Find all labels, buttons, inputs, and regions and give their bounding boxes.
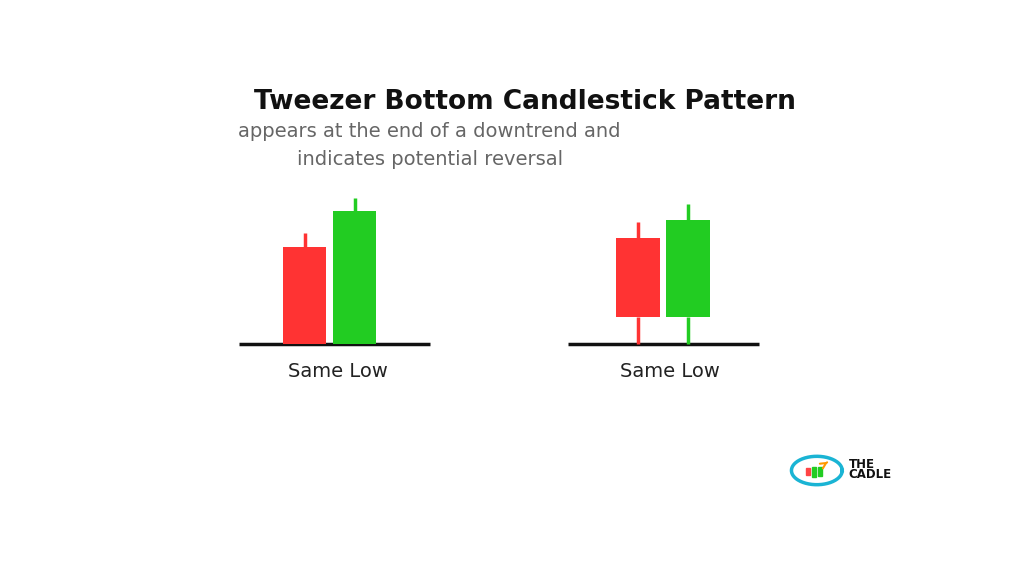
Bar xyxy=(283,247,327,344)
Bar xyxy=(812,467,816,477)
Text: Tweezer Bottom Candlestick Pattern: Tweezer Bottom Candlestick Pattern xyxy=(254,89,796,115)
Bar xyxy=(616,238,659,317)
Bar xyxy=(818,467,822,476)
Bar xyxy=(333,211,377,344)
Bar xyxy=(666,220,710,317)
Text: appears at the end of a downtrend and
indicates potential reversal: appears at the end of a downtrend and in… xyxy=(239,122,621,169)
Text: CADLE: CADLE xyxy=(849,468,892,482)
Text: Same Low: Same Low xyxy=(621,362,720,381)
Bar xyxy=(806,468,810,475)
Text: THE: THE xyxy=(849,458,874,471)
Text: Same Low: Same Low xyxy=(289,362,388,381)
